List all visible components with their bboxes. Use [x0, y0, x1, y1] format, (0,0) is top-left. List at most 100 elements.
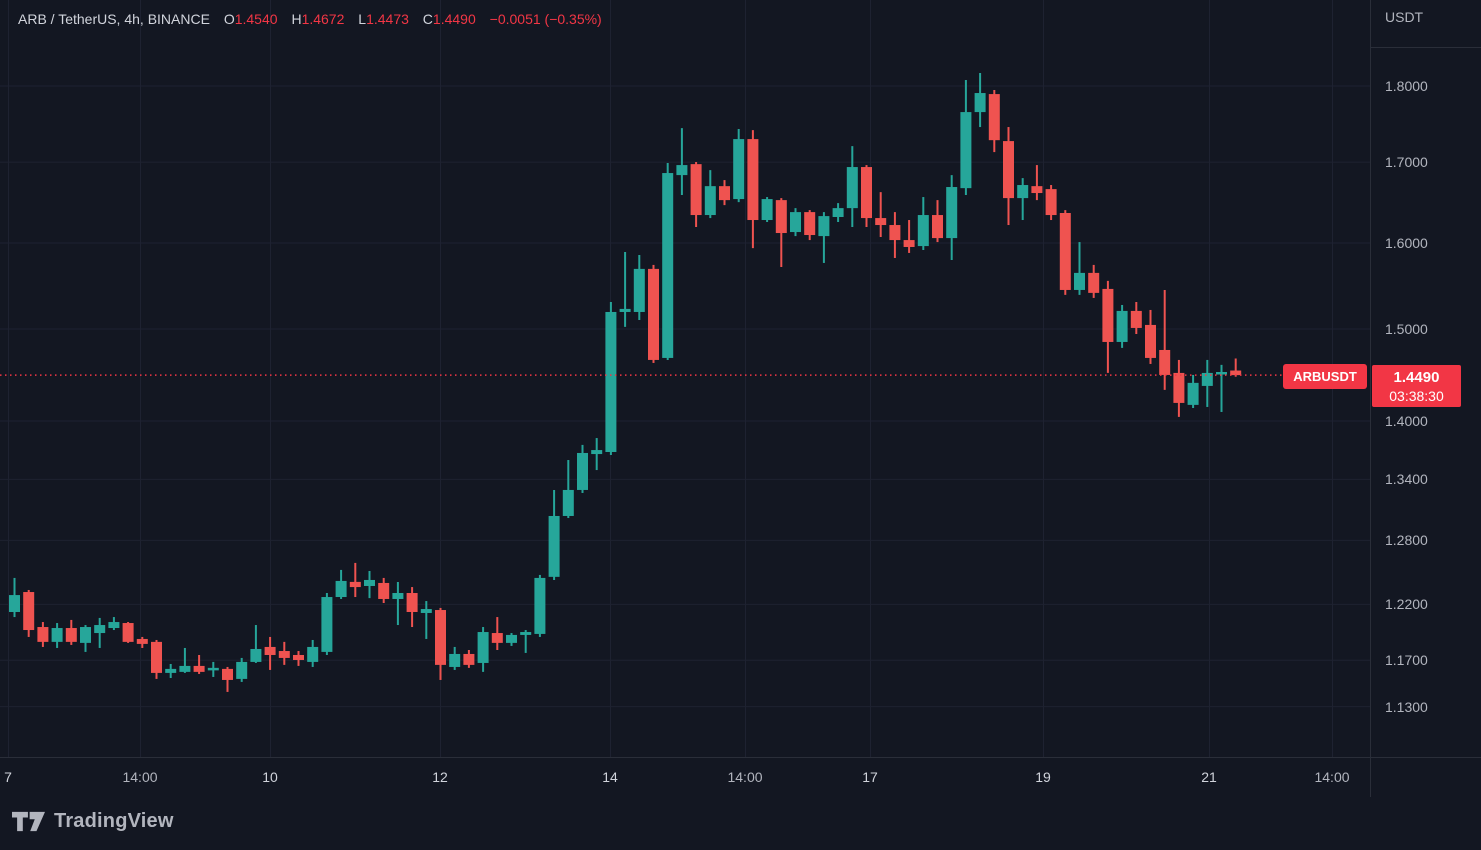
- candle-body[interactable]: [832, 208, 844, 217]
- candle-body[interactable]: [818, 216, 830, 237]
- price-tick-label: 1.1700: [1385, 652, 1428, 669]
- candle-body[interactable]: [747, 139, 759, 221]
- candle-body[interactable]: [1102, 288, 1114, 342]
- candle-body[interactable]: [477, 632, 489, 663]
- price-line-symbol-badge: ARBUSDT: [1283, 364, 1367, 390]
- candle-body[interactable]: [506, 634, 517, 643]
- candle-body[interactable]: [136, 638, 148, 644]
- candle-body[interactable]: [236, 661, 248, 679]
- candle-body[interactable]: [932, 215, 943, 239]
- candle-body[interactable]: [974, 93, 986, 113]
- candle-body[interactable]: [1088, 272, 1100, 293]
- candle-body[interactable]: [733, 139, 745, 200]
- candle-body[interactable]: [591, 450, 603, 455]
- candle-body[interactable]: [1187, 382, 1199, 405]
- candle-body[interactable]: [988, 94, 1000, 141]
- candle-body[interactable]: [1201, 372, 1213, 386]
- candle-body[interactable]: [662, 173, 674, 358]
- candle-body[interactable]: [676, 165, 688, 176]
- candle-body[interactable]: [719, 186, 730, 201]
- candle-body[interactable]: [349, 581, 361, 588]
- candle-body[interactable]: [1230, 370, 1242, 376]
- candle-body[interactable]: [406, 593, 418, 612]
- candle-body[interactable]: [1031, 186, 1043, 194]
- candle-body[interactable]: [790, 212, 801, 233]
- candle-body[interactable]: [903, 240, 915, 247]
- candle-body[interactable]: [548, 515, 560, 577]
- candle-body[interactable]: [463, 653, 475, 665]
- candle-body[interactable]: [917, 215, 929, 247]
- candle-body[interactable]: [1017, 185, 1029, 199]
- candle-body[interactable]: [1003, 141, 1014, 199]
- candle-body[interactable]: [151, 641, 162, 673]
- candle-body[interactable]: [1216, 372, 1227, 375]
- candle-body[interactable]: [94, 625, 106, 634]
- last-price-badge: 1.4490 03:38:30: [1372, 365, 1461, 408]
- candle-body[interactable]: [1059, 212, 1071, 290]
- candle-body[interactable]: [364, 579, 375, 586]
- candle-body[interactable]: [704, 186, 716, 216]
- candle-body[interactable]: [193, 665, 205, 672]
- candle-body[interactable]: [889, 225, 901, 241]
- candle-body[interactable]: [222, 668, 233, 680]
- candle-body[interactable]: [65, 628, 77, 642]
- candle-body[interactable]: [946, 187, 958, 239]
- candle-body[interactable]: [1145, 324, 1156, 358]
- candle-body[interactable]: [1045, 189, 1057, 216]
- ohlc-close-value: 1.4490: [432, 11, 476, 27]
- candle-body[interactable]: [264, 646, 276, 655]
- candle-body[interactable]: [577, 452, 588, 490]
- candle-body[interactable]: [648, 268, 659, 360]
- tradingview-logo[interactable]: TradingView: [12, 810, 174, 833]
- time-axis[interactable]: 7 14:00 10 12 14 14:00 17 19 21 14:00: [0, 757, 1481, 797]
- candle-body[interactable]: [108, 622, 120, 629]
- candle-body[interactable]: [321, 597, 333, 652]
- candle-body[interactable]: [165, 668, 177, 673]
- candle-body[interactable]: [761, 199, 773, 221]
- candle-body[interactable]: [9, 595, 20, 612]
- time-tick-label: 14:00: [727, 769, 763, 785]
- candle-body[interactable]: [392, 593, 404, 599]
- symbol-title[interactable]: ARB / TetherUS, 4h, BINANCE: [18, 11, 210, 27]
- candle-body[interactable]: [51, 628, 63, 642]
- candle-body[interactable]: [605, 311, 617, 452]
- candle-body[interactable]: [846, 167, 858, 209]
- candle-body[interactable]: [435, 610, 446, 665]
- candle-body[interactable]: [960, 112, 972, 189]
- candle-body[interactable]: [80, 627, 91, 643]
- ohlc-open: O1.4540: [224, 11, 278, 27]
- candle-body[interactable]: [1130, 310, 1142, 328]
- candle-body[interactable]: [534, 577, 546, 634]
- price-axis[interactable]: USDT 1.8000 1.7000 1.6000 1.5000 1.4000 1.340…: [1370, 0, 1481, 797]
- candle-body[interactable]: [861, 167, 872, 219]
- candle-body[interactable]: [562, 489, 574, 516]
- candle-body[interactable]: [293, 654, 304, 660]
- candle-body[interactable]: [378, 582, 390, 599]
- candle-body[interactable]: [207, 667, 219, 671]
- candle-body[interactable]: [1173, 372, 1185, 403]
- candle-body[interactable]: [619, 308, 631, 312]
- candle-body[interactable]: [250, 648, 262, 662]
- candle-body[interactable]: [690, 164, 702, 216]
- candle-body[interactable]: [278, 651, 290, 658]
- candle-body[interactable]: [23, 592, 35, 631]
- candle-body[interactable]: [875, 218, 887, 226]
- candle-body[interactable]: [179, 665, 191, 672]
- candle-body[interactable]: [449, 653, 461, 667]
- candle-body[interactable]: [37, 627, 49, 642]
- candle-body[interactable]: [633, 268, 645, 312]
- candle-body[interactable]: [775, 200, 787, 234]
- candle-body[interactable]: [804, 212, 816, 236]
- candle-body[interactable]: [335, 580, 347, 598]
- ohlc-low-value: 1.4473: [366, 11, 409, 27]
- candle-body[interactable]: [1116, 310, 1128, 342]
- candle-body[interactable]: [1074, 272, 1085, 290]
- candle-body[interactable]: [122, 623, 134, 642]
- candle-body[interactable]: [420, 609, 432, 613]
- price-tick-label: 1.2800: [1385, 532, 1428, 549]
- candle-body[interactable]: [1159, 349, 1171, 375]
- candle-body[interactable]: [307, 646, 319, 662]
- candle-body[interactable]: [491, 633, 503, 643]
- candle-body[interactable]: [520, 632, 532, 635]
